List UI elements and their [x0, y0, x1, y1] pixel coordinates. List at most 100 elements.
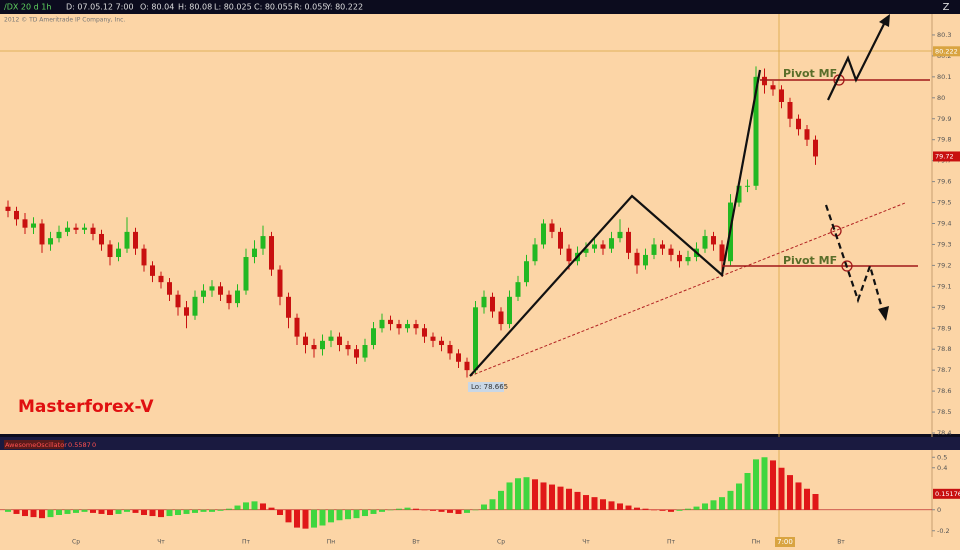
- oscillator-bar: [73, 509, 79, 513]
- oscillator-bar: [710, 500, 717, 510]
- candle-body: [668, 248, 674, 255]
- oscillator-bar: [812, 494, 819, 510]
- oscillator-bar: [625, 505, 632, 510]
- y-tick-label: 80: [937, 94, 945, 102]
- oscillator-bar: [455, 509, 462, 514]
- oscillator-bar: [438, 509, 445, 512]
- oscillator-bar: [379, 509, 385, 512]
- oscillator-bar: [574, 491, 581, 510]
- oscillator-bar: [328, 509, 334, 523]
- y-tick-label: 79.6: [937, 178, 951, 186]
- oscillator-bar: [251, 501, 258, 510]
- candle-body: [456, 353, 461, 362]
- oscillator-bar: [404, 507, 411, 510]
- zigzag: [469, 69, 762, 377]
- candle-body: [736, 185, 742, 203]
- candle-body: [626, 231, 631, 253]
- candle-body: [14, 210, 19, 220]
- oscillator-bar: [727, 490, 734, 510]
- y-tick-label: 79.4: [937, 220, 951, 228]
- oscillator-bar: [634, 507, 640, 510]
- oscillator-bar: [549, 484, 555, 510]
- y-tick-label: 0: [937, 506, 941, 514]
- oscillator-bar: [90, 509, 96, 513]
- oscillator-bar: [498, 490, 504, 510]
- candle-body: [345, 345, 351, 350]
- oscillator-bar: [294, 509, 300, 528]
- arrow-head: [878, 306, 889, 321]
- x-tick-label: Чт: [582, 539, 590, 546]
- candle-body: [600, 244, 606, 249]
- price-marker-box: [933, 46, 960, 57]
- oscillator-bar: [676, 509, 683, 511]
- oscillator-bar: [532, 479, 538, 510]
- candle-body: [541, 223, 546, 245]
- oscillator-bar: [311, 509, 317, 528]
- y-tick-label: 0.5: [937, 453, 947, 461]
- oscillator-bar: [566, 488, 572, 510]
- candle-body: [133, 231, 138, 249]
- oscillator-bar: [124, 509, 130, 512]
- y-tick-label: 78.7: [937, 366, 951, 374]
- y-tick-label: 80.3: [937, 31, 951, 39]
- oscillator-bar: [64, 509, 71, 514]
- candle-body: [583, 248, 589, 253]
- oscillator-header: [0, 437, 960, 450]
- oscillator-bar: [353, 509, 360, 519]
- oscillator-bar: [268, 507, 275, 510]
- candle-body: [311, 345, 317, 350]
- oscillator-bar: [285, 509, 292, 523]
- range: R: 0.055: [294, 3, 327, 12]
- brand: Masterforex-V: [18, 397, 154, 417]
- oscillator-bar: [761, 457, 768, 510]
- oscillator-bar: [107, 509, 113, 515]
- oscillator-bar: [778, 467, 785, 510]
- y-tick-label: 0.4: [937, 464, 947, 472]
- oscillator-bar: [753, 459, 759, 510]
- candle-body: [354, 349, 359, 358]
- candle-body: [524, 261, 529, 283]
- price-marker-label: 80.222: [935, 47, 958, 55]
- candle-body: [558, 231, 563, 249]
- oscillator-pane: [0, 450, 960, 537]
- low-label: Lo: 78.665: [471, 383, 508, 391]
- oscillator-bar: [557, 486, 564, 510]
- candle-body: [371, 328, 376, 346]
- x-tick-label: Чт: [157, 539, 165, 546]
- oscillator-bar: [234, 505, 241, 510]
- candle-body: [702, 236, 708, 249]
- oscillator-bar: [141, 509, 147, 515]
- candle-body: [660, 244, 665, 249]
- oscillator-bar: [387, 509, 394, 511]
- x-tick-label: Пн: [752, 539, 761, 546]
- candle-body: [286, 296, 291, 318]
- y-tick-label: 79.2: [937, 261, 951, 269]
- candle-body: [48, 238, 53, 245]
- oscillator-bar: [770, 460, 776, 510]
- down-arrow: [824, 204, 885, 313]
- candle-body: [167, 282, 172, 295]
- oscillator-bar: [5, 509, 11, 512]
- candle-body: [388, 319, 393, 325]
- x-tick-label: Вт: [412, 539, 420, 546]
- candle-body: [617, 231, 623, 239]
- oscillator-title: AwesomeOscillator: [5, 441, 67, 449]
- oscillator-bar: [183, 509, 190, 514]
- y-tick-label: 78.9: [937, 324, 951, 332]
- oscillator-bar: [13, 509, 20, 514]
- oscillator-bar: [668, 509, 674, 512]
- zoom-icon[interactable]: Z: [943, 2, 950, 13]
- oscillator-bar: [192, 509, 198, 513]
- candle-body: [719, 244, 725, 262]
- oscillator-bar: [243, 502, 249, 510]
- candle-body: [507, 296, 512, 325]
- time-axis: [0, 537, 960, 550]
- candle-body: [260, 236, 266, 249]
- x-tick-label: Ср: [497, 539, 505, 546]
- candle-body: [116, 248, 121, 258]
- oscillator-bar: [226, 508, 232, 510]
- oscillator-bar: [302, 509, 309, 529]
- y-tick-label: 78.8: [937, 345, 951, 353]
- oscillator-bar: [345, 509, 351, 520]
- time-box: [775, 537, 795, 547]
